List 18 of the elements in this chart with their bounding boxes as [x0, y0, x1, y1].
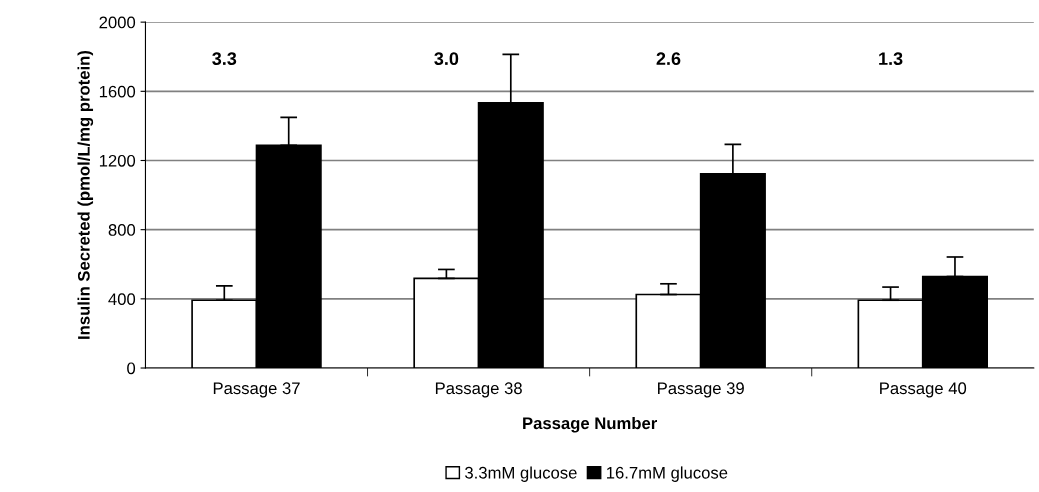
annotation: 3.3	[212, 52, 237, 66]
x-axis-title: Passage Number	[523, 416, 658, 433]
y-tick-label: 1600	[99, 85, 136, 98]
y-tick-label: 0	[127, 362, 136, 375]
x-tick-label: Passage 38	[435, 382, 522, 398]
annotation: 2.6	[656, 52, 681, 66]
x-tick-label: Passage 40	[880, 382, 967, 398]
annotation: 1.3	[879, 52, 903, 66]
legend-label: 16.7mM glucose	[607, 466, 728, 482]
x-tick-label: Passage 37	[213, 382, 300, 398]
annotation: 3.0	[434, 52, 459, 66]
legend-label: 3.3mM glucose	[465, 466, 577, 482]
y-tick-label: 800	[108, 224, 136, 236]
x-tick-label: Passage 39	[658, 382, 744, 398]
y-tick-label: 400	[108, 293, 136, 306]
y-tick-label: 1200	[99, 154, 136, 167]
y-axis-title: Insulin Secreted (pmol/L/mg protein)	[77, 50, 94, 339]
y-tick-label: 2000	[99, 16, 136, 29]
